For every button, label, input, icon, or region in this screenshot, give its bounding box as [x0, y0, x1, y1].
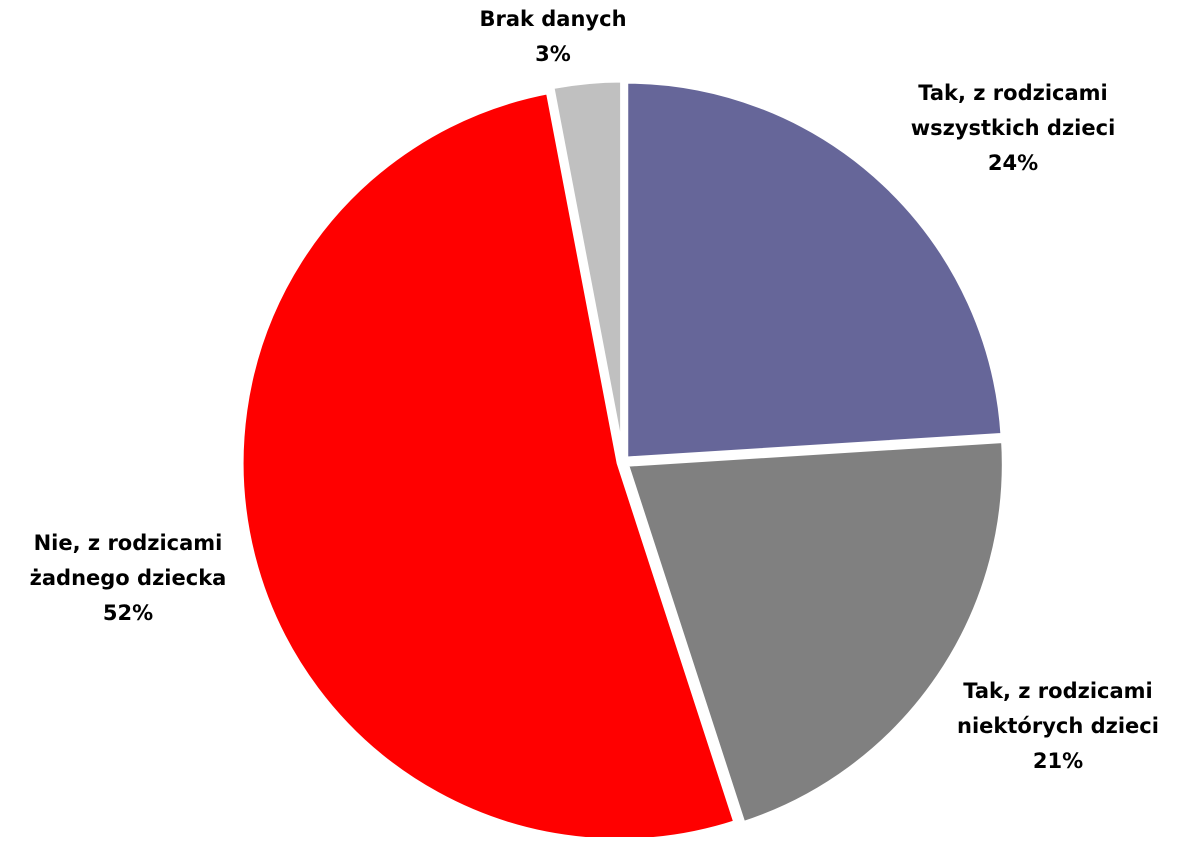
pie-slice-tak-z-rodzicami-niektorych-dzieci	[623, 438, 1007, 827]
pie-slice-tak-z-rodzicami-wszystkich-dzieci	[623, 78, 1006, 462]
slice-label-line: niektórych dzieci	[957, 714, 1159, 738]
slice-value-label: 52%	[103, 601, 153, 625]
slice-label-line: wszystkich dzieci	[911, 116, 1116, 140]
slice-label-line: Tak, z rodzicami	[963, 679, 1153, 703]
slice-value-label: 24%	[988, 151, 1038, 175]
slice-value-label: 21%	[1033, 749, 1083, 773]
slice-value-label: 3%	[535, 42, 571, 66]
slice-label-line: żadnego dziecka	[30, 566, 227, 590]
labels-layer: Tak, z rodzicami wszystkich dzieci 24%Tak,…	[30, 7, 1159, 773]
pie-slice-nie-z-rodzicami-zadnego-dziecka	[238, 89, 739, 841]
slices-layer	[238, 77, 1007, 841]
slice-label-line: Brak danych	[479, 7, 626, 31]
slice-label-brak-danych: Brak danych 3%	[479, 7, 626, 66]
slice-label-line: Tak, z rodzicami	[918, 81, 1108, 105]
slice-label-tak-z-rodzicami-wszystkich-dzieci: Tak, z rodzicami wszystkich dzieci 24%	[911, 81, 1116, 175]
pie-slice-brak-danych	[549, 77, 626, 461]
slice-label-tak-z-rodzicami-niektorych-dzieci: Tak, z rodzicami niektórych dzieci 21%	[957, 679, 1159, 773]
slice-label-nie-z-rodzicami-zadnego-dziecka: Nie, z rodzicami żadnego dziecka 52%	[30, 531, 227, 625]
slice-label-line: Nie, z rodzicami	[34, 531, 223, 555]
